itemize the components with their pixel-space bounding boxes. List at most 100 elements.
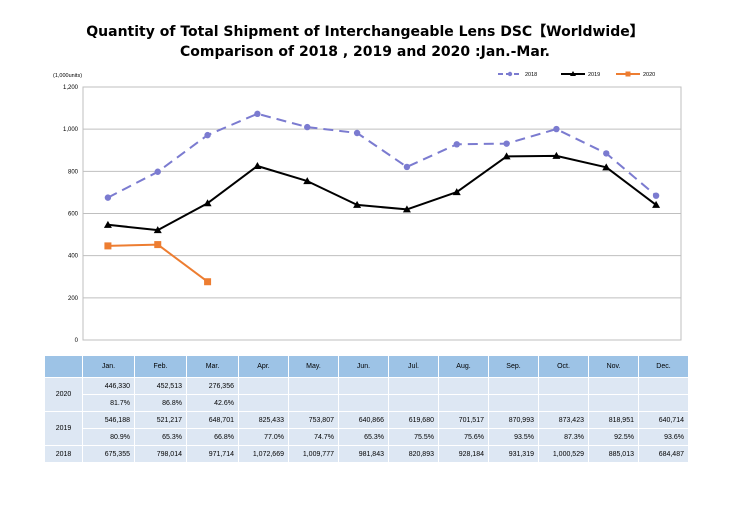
table-value-cell <box>438 377 489 395</box>
chart-title: Quantity of Total Shipment of Interchang… <box>0 22 730 62</box>
table-value-cell <box>538 377 589 395</box>
legend-marker-2020 <box>625 71 631 77</box>
data-point-2019 <box>203 199 212 207</box>
data-point-2019 <box>103 220 112 228</box>
line-chart: 0 200 400 600 800 1,000 1,200 (1,000units) 2018 2… <box>53 71 682 344</box>
table-value-cell: 675,355 <box>82 445 135 463</box>
table-header-row: Jan. Feb. Mar. Apr. May. Jun. Jul. Aug. Sep. Oct.… <box>44 355 689 378</box>
y-tick-label: 0 <box>75 338 79 344</box>
table-percent-cell <box>638 394 689 412</box>
chart-title-line-1: Quantity of Total Shipment of Interchang… <box>86 24 644 40</box>
table-percent-cell: 75.5% <box>388 428 439 446</box>
data-point-2019 <box>402 205 411 213</box>
table-row: 2020 446,330 452,513 276,356 <box>44 377 689 412</box>
data-point-2019 <box>502 152 511 160</box>
table-value-cell: 971,714 <box>186 445 239 463</box>
table-value-cell: 684,487 <box>638 445 689 463</box>
table-month-header: Oct. <box>538 355 589 378</box>
table-month-header: Aug. <box>438 355 489 378</box>
table-row: 81.7% 86.8% 42.6% <box>45 394 689 412</box>
table-value-cell: 546,188 <box>82 411 135 429</box>
table-month-header: Jun. <box>338 355 389 378</box>
table-value-cell <box>388 377 439 395</box>
table-value-cell: 873,423 <box>538 411 589 429</box>
table-value-cell: 452,513 <box>134 377 187 395</box>
table-value-cell: 521,217 <box>134 411 187 429</box>
table-percent-cell <box>538 394 589 412</box>
table-percent-cell <box>288 394 339 412</box>
table-percent-cell: 93.5% <box>488 428 539 446</box>
data-point-2019 <box>552 151 561 159</box>
table-percent-cell: 77.0% <box>238 428 289 446</box>
table-percent-cell <box>438 394 489 412</box>
table-percent-cell: 65.3% <box>338 428 389 446</box>
table-month-header: Feb. <box>134 355 187 378</box>
y-tick-label: 1,200 <box>63 85 79 91</box>
data-point-2019 <box>253 161 262 169</box>
table-value-cell: 1,009,777 <box>288 445 339 463</box>
data-point-2020 <box>204 278 212 286</box>
table-value-cell: 931,319 <box>488 445 539 463</box>
data-point-2019 <box>452 188 461 196</box>
y-tick-label: 1,000 <box>63 127 79 133</box>
data-point-2018 <box>503 140 510 147</box>
shipment-data-table: Jan. Feb. Mar. Apr. May. Jun. Jul. Aug. Sep. Oct.… <box>44 355 689 463</box>
table-percent-cell: 74.7% <box>288 428 339 446</box>
data-point-2019 <box>353 200 362 208</box>
table-month-header: Jan. <box>82 355 135 378</box>
legend-label-2018: 2018 <box>525 72 537 78</box>
legend-label-2020: 2020 <box>643 72 655 78</box>
data-point-2018 <box>154 168 161 175</box>
data-point-2018 <box>304 123 311 131</box>
table-value-cell <box>288 377 339 395</box>
legend-label-2019: 2019 <box>588 72 600 78</box>
table-row: 2019 546,188 521,217 648,701 825,433 753,807 6… <box>44 411 689 446</box>
table-percent-cell: 66.8% <box>186 428 239 446</box>
table-row: 80.9% 65.3% 66.8% 77.0% 74.7% 65.3% 75.5% 75.6%… <box>45 428 689 446</box>
data-point-2019 <box>602 163 611 171</box>
table-percent-cell: 42.6% <box>186 394 239 412</box>
table-month-header: Mar. <box>186 355 239 378</box>
series-line-2019 <box>107 154 657 232</box>
data-point-2019 <box>652 200 661 208</box>
table-value-cell: 818,951 <box>588 411 639 429</box>
table-value-cell <box>588 377 639 395</box>
data-point-2018 <box>204 131 211 139</box>
table-month-header: Apr. <box>238 355 289 378</box>
table-value-cell <box>338 377 389 395</box>
table-year-cell: 2018 <box>44 445 83 463</box>
table-percent-cell: 87.3% <box>538 428 589 446</box>
data-point-2018 <box>403 163 411 171</box>
table-value-cell: 825,433 <box>238 411 289 429</box>
table-month-header: Nov. <box>588 355 639 378</box>
data-point-2018 <box>453 141 460 148</box>
table-value-cell: 276,356 <box>186 377 239 395</box>
table-percent-cell: 93.6% <box>638 428 689 446</box>
table-value-cell: 820,893 <box>388 445 439 463</box>
table-percent-cell <box>338 394 389 412</box>
data-point-2020 <box>154 241 162 249</box>
table-value-cell <box>488 377 539 395</box>
table-percent-cell: 65.3% <box>134 428 187 446</box>
table-value-cell: 640,866 <box>338 411 389 429</box>
table-value-cell: 981,843 <box>338 445 389 463</box>
table-value-cell: 885,013 <box>588 445 639 463</box>
table-month-header: Jul. <box>388 355 439 378</box>
table-corner-cell <box>44 355 83 378</box>
data-point-2018 <box>104 194 112 201</box>
table-percent-cell: 86.8% <box>134 394 187 412</box>
table-value-cell: 701,517 <box>438 411 489 429</box>
y-tick-label: 400 <box>68 254 79 260</box>
data-point-2019 <box>303 177 312 185</box>
legend-marker-2018 <box>507 71 513 77</box>
table-month-header: Dec. <box>638 355 689 378</box>
data-point-2018 <box>254 110 261 118</box>
y-unit-label: (1,000units) <box>53 73 82 79</box>
table-value-cell: 619,680 <box>388 411 439 429</box>
table-value-cell: 753,807 <box>288 411 339 429</box>
table-percent-cell: 92.5% <box>588 428 639 446</box>
data-point-2018 <box>353 129 361 137</box>
table-month-header: May. <box>288 355 339 378</box>
table-year-cell: 2020 <box>44 377 83 412</box>
table-month-header: Sep. <box>488 355 539 378</box>
